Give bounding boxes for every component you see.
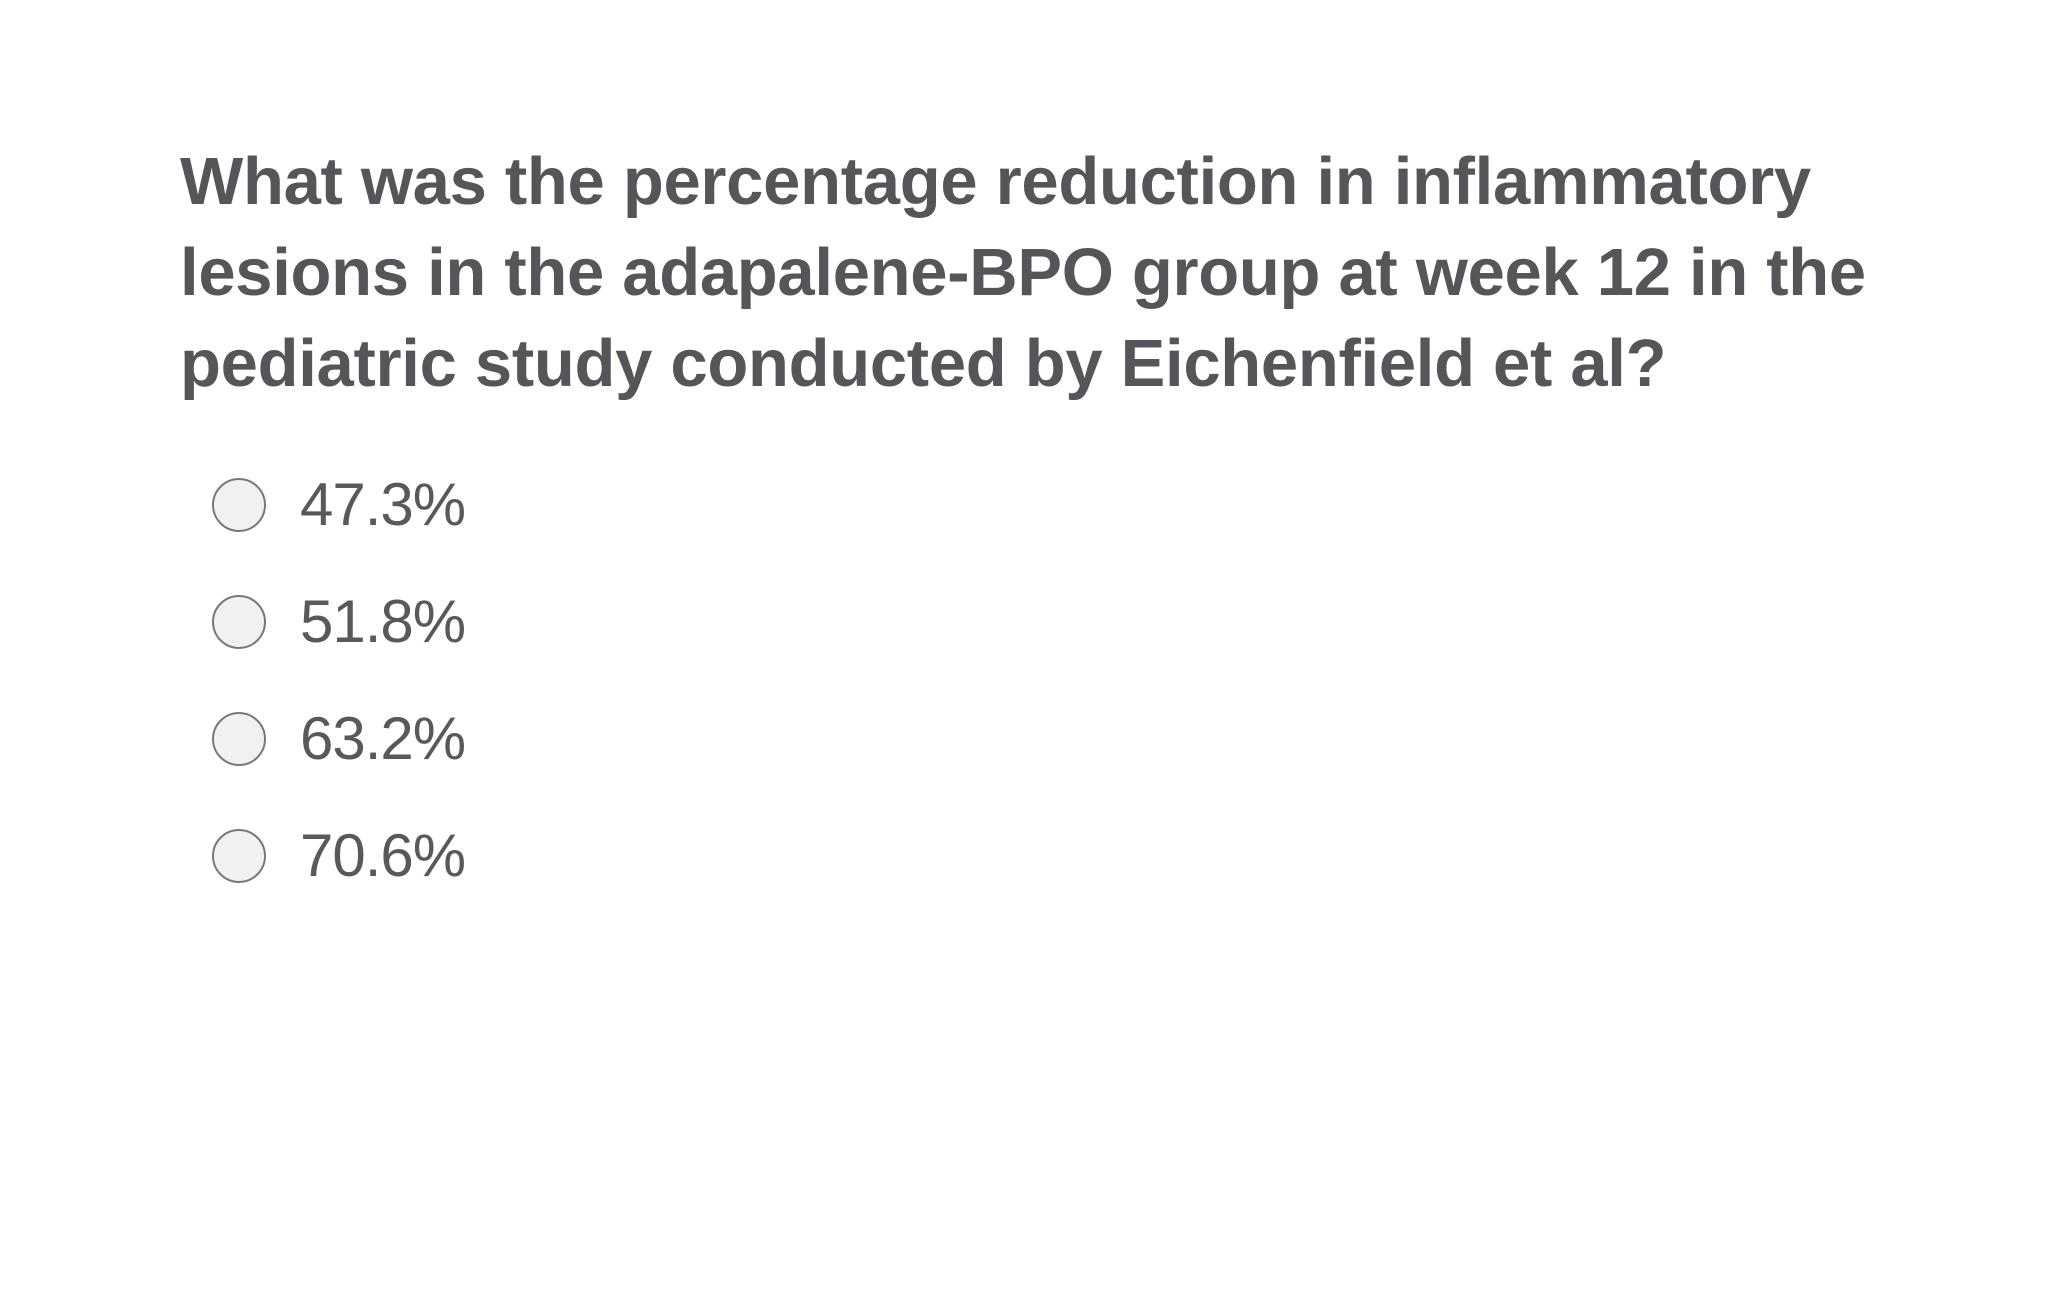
answer-option-3[interactable]: 63.2% <box>212 680 466 797</box>
question-text: What was the percentage reduction in inf… <box>180 144 1866 401</box>
option-label: 47.3% <box>300 470 466 538</box>
radio-button[interactable] <box>212 711 266 766</box>
option-label: 63.2% <box>300 704 466 772</box>
quiz-container: What was the percentage reduction in inf… <box>180 136 1940 889</box>
answer-option-2[interactable]: 51.8% <box>212 563 466 680</box>
radio-button[interactable] <box>212 828 266 883</box>
option-label: 70.6% <box>300 821 466 889</box>
answer-option-1[interactable]: 47.3% <box>212 446 466 563</box>
answer-options: 47.3% 51.8% 63.2% 70.6% <box>212 446 466 914</box>
option-label: 51.8% <box>300 587 466 655</box>
answer-option-4[interactable]: 70.6% <box>212 797 466 914</box>
radio-button[interactable] <box>212 477 266 532</box>
radio-button[interactable] <box>212 594 266 649</box>
